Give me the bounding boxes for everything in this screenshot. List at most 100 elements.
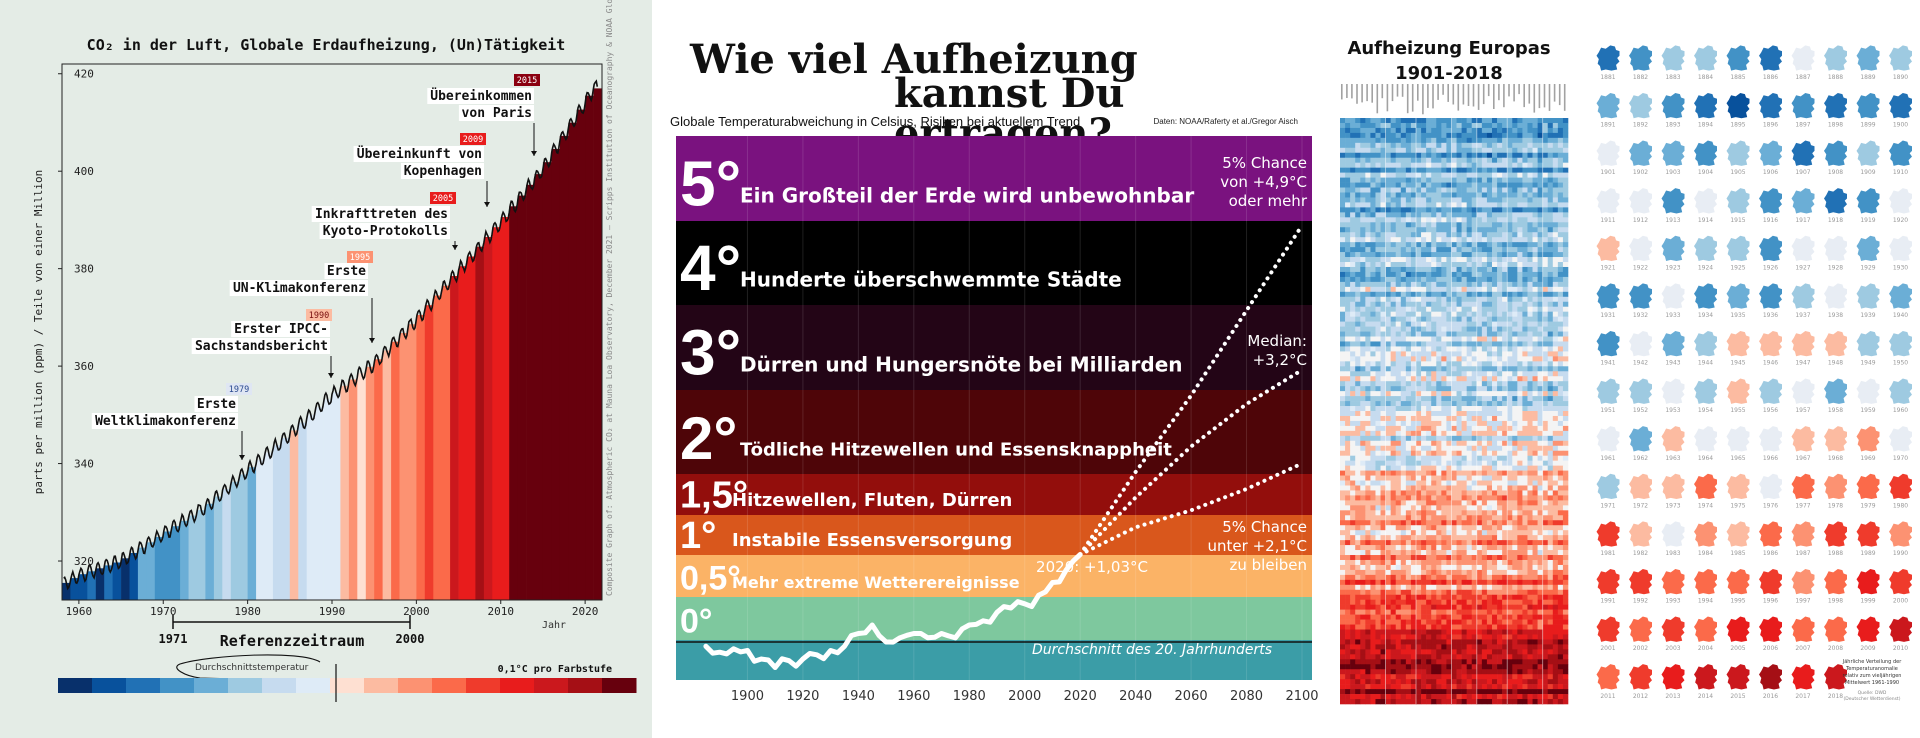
heatmap-cell bbox=[1461, 520, 1467, 526]
heatmap-cell bbox=[1517, 147, 1523, 154]
heatmap-cell bbox=[1532, 381, 1538, 387]
heatmap-cell bbox=[1365, 376, 1371, 382]
heatmap-cell bbox=[1421, 172, 1427, 178]
heatmap-cell bbox=[1426, 495, 1432, 501]
heatmap-cell bbox=[1537, 376, 1543, 382]
heatmap-cell bbox=[1405, 376, 1412, 382]
risk-band bbox=[676, 221, 1312, 305]
heatmap-cell bbox=[1471, 545, 1478, 551]
heatmap-cell bbox=[1431, 391, 1437, 397]
heatmap-cell bbox=[1507, 202, 1513, 208]
heatmap-cell bbox=[1426, 137, 1432, 144]
heatmap-cell bbox=[1522, 202, 1528, 208]
heatmap-cell bbox=[1395, 490, 1402, 496]
heatmap-cell bbox=[1426, 401, 1432, 407]
heatmap-cell bbox=[1451, 425, 1457, 432]
heatmap-cell bbox=[1507, 589, 1513, 596]
heatmap-cell bbox=[1416, 589, 1422, 596]
heatmap-cell bbox=[1426, 589, 1432, 596]
heatmap-cell bbox=[1481, 356, 1488, 362]
heatmap-cell bbox=[1557, 237, 1564, 243]
warming-stripe bbox=[281, 438, 291, 600]
heatmap-cell bbox=[1340, 495, 1346, 501]
heatmap-cell bbox=[1471, 242, 1478, 248]
heatmap-cell bbox=[1426, 525, 1432, 531]
heatmap-cell bbox=[1340, 381, 1346, 387]
heatmap-cell bbox=[1451, 266, 1457, 273]
heatmap-cell bbox=[1557, 257, 1564, 263]
heatmap-cell bbox=[1380, 411, 1386, 417]
heatmap-cell bbox=[1375, 485, 1381, 491]
heatmap-cell bbox=[1547, 485, 1554, 491]
heatmap-cell bbox=[1441, 361, 1447, 367]
heatmap-cell bbox=[1492, 187, 1498, 193]
heatmap-cell bbox=[1360, 540, 1366, 546]
heatmap-cell bbox=[1492, 321, 1498, 327]
heatmap-cell bbox=[1507, 321, 1513, 327]
heatmap-cell bbox=[1436, 331, 1442, 337]
heatmap-cell bbox=[1502, 346, 1508, 352]
heatmap-cell bbox=[1360, 500, 1366, 506]
heatmap-cell bbox=[1552, 415, 1559, 422]
heatmap-cell bbox=[1360, 152, 1366, 159]
heatmap-cell bbox=[1385, 624, 1391, 630]
heatmap-cell bbox=[1416, 485, 1422, 491]
heatmap-cell bbox=[1562, 550, 1569, 556]
heatmap-cell bbox=[1517, 460, 1523, 466]
heatmap-cell bbox=[1355, 520, 1361, 526]
heatmap-cell bbox=[1395, 420, 1402, 427]
heatmap-cell bbox=[1486, 619, 1493, 625]
heatmap-cell bbox=[1532, 490, 1538, 496]
note-low-chance: unter +2,1°C bbox=[1208, 537, 1307, 555]
heatmap-cell bbox=[1507, 207, 1513, 213]
heatmap-cell bbox=[1441, 445, 1447, 452]
heatmap-cell bbox=[1492, 460, 1498, 466]
heatmap-cell bbox=[1380, 530, 1386, 536]
heatmap-cell bbox=[1456, 386, 1462, 392]
heatmap-cell bbox=[1517, 406, 1523, 412]
heatmap-cell bbox=[1441, 286, 1447, 293]
heatmap-cell bbox=[1426, 510, 1432, 516]
heatmap-cell bbox=[1537, 391, 1543, 397]
heatmap-cell bbox=[1522, 406, 1528, 412]
heatmap-cell bbox=[1436, 420, 1442, 427]
heatmap-cell bbox=[1492, 599, 1498, 605]
heatmap-cell bbox=[1365, 331, 1371, 337]
heatmap-cell bbox=[1380, 386, 1386, 392]
heatmap-cell bbox=[1345, 217, 1351, 223]
heatmap-cell bbox=[1436, 594, 1442, 601]
heatmap-cell bbox=[1350, 118, 1356, 124]
heatmap-cell bbox=[1557, 252, 1564, 258]
heatmap-cell bbox=[1547, 257, 1554, 263]
heatmap-cell bbox=[1360, 386, 1366, 392]
heatmap-cell bbox=[1395, 619, 1402, 625]
heatmap-cell bbox=[1522, 207, 1528, 213]
heatmap-cell bbox=[1375, 545, 1381, 551]
heatmap-cell bbox=[1416, 356, 1422, 362]
country-label bbox=[1558, 84, 1561, 106]
heatmap-cell bbox=[1360, 510, 1366, 516]
heatmap-cell bbox=[1340, 137, 1346, 144]
heatmap-cell bbox=[1557, 197, 1564, 203]
heatmap-cell bbox=[1557, 530, 1564, 536]
heatmap-cell bbox=[1431, 455, 1437, 461]
heatmap-cell bbox=[1481, 291, 1488, 298]
heatmap-cell bbox=[1542, 579, 1549, 586]
heatmap-cell bbox=[1390, 187, 1397, 193]
x-tick-label: 1900 bbox=[731, 689, 764, 704]
note-high-chance: von +4,9°C bbox=[1220, 173, 1307, 191]
heatmap-cell bbox=[1552, 579, 1559, 586]
heatmap-cell bbox=[1552, 157, 1559, 163]
heatmap-cell bbox=[1517, 584, 1523, 591]
heatmap-cell bbox=[1410, 584, 1417, 591]
heatmap-cell bbox=[1350, 386, 1356, 392]
heatmap-cell bbox=[1456, 535, 1462, 541]
heatmap-cell bbox=[1492, 262, 1498, 268]
heatmap-cell bbox=[1471, 490, 1478, 496]
heatmap-cell bbox=[1436, 247, 1442, 253]
heatmap-cell bbox=[1522, 559, 1528, 566]
heatmap-cell bbox=[1456, 232, 1462, 238]
heatmap-cell bbox=[1441, 569, 1447, 576]
heatmap-cell bbox=[1466, 579, 1473, 586]
heatmap-cell bbox=[1476, 276, 1483, 283]
